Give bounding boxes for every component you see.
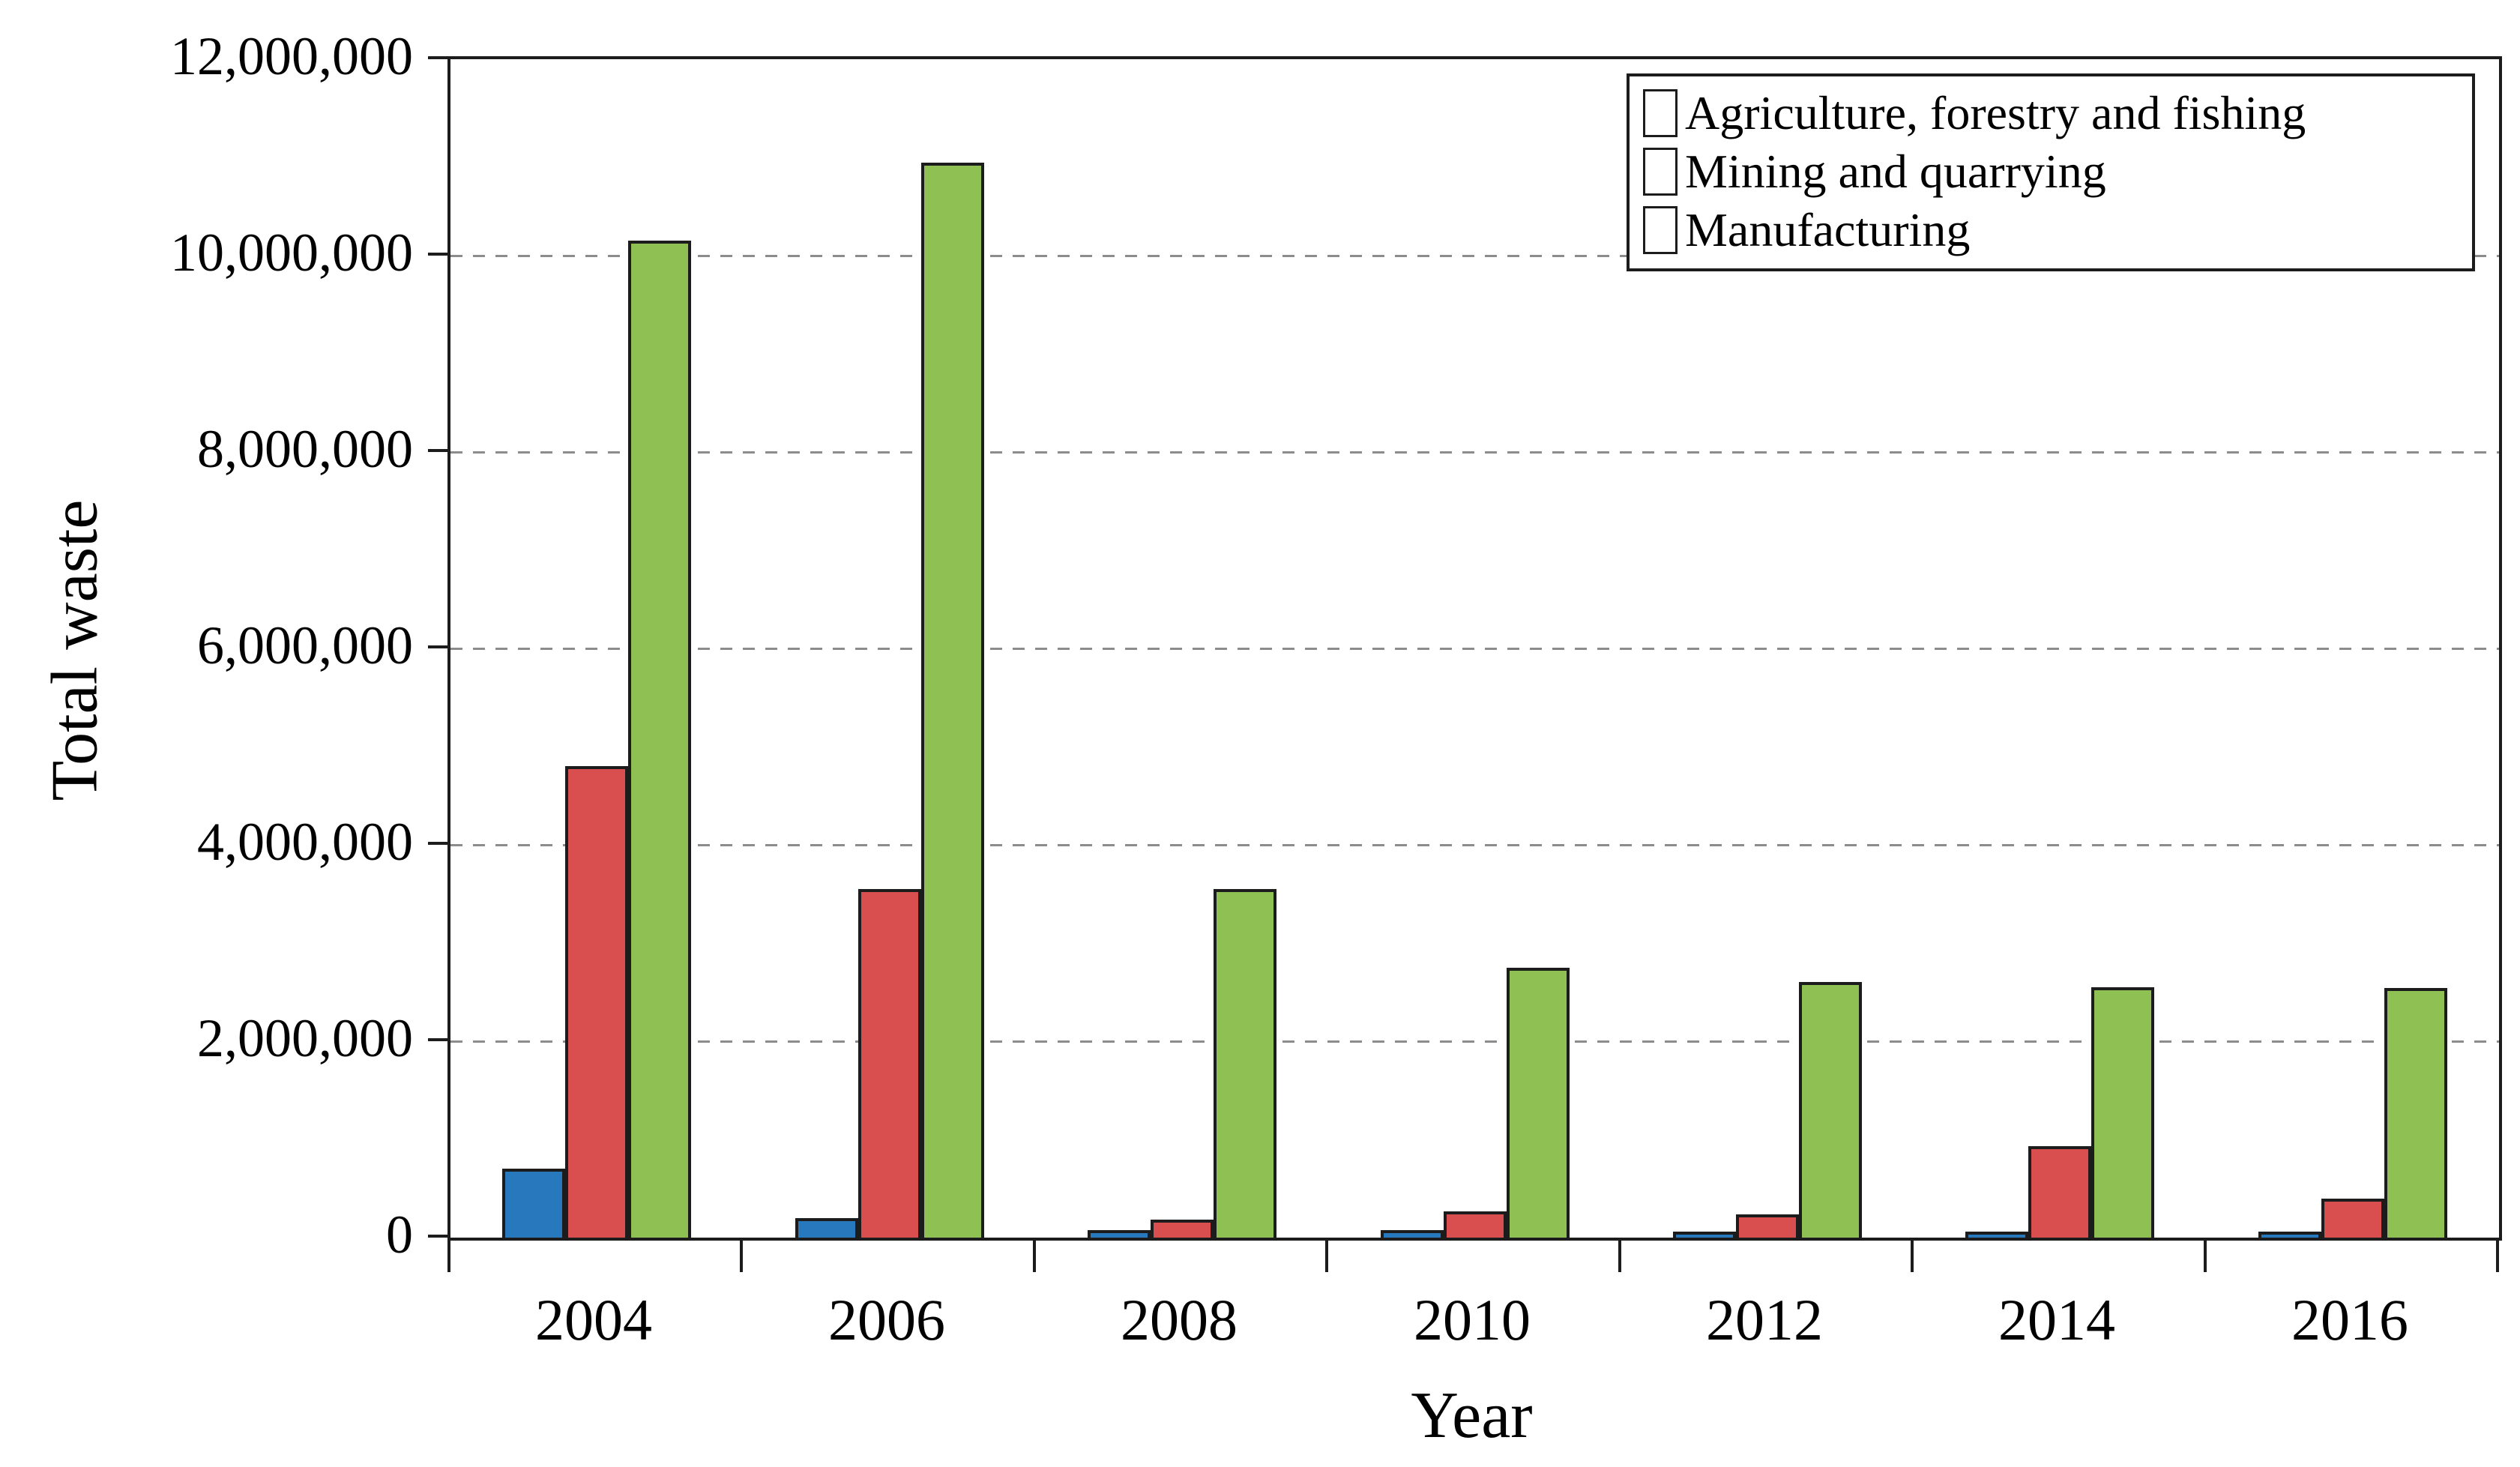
y-tick-label: 2,000,000 (197, 1008, 413, 1068)
x-tick-label: 2016 (2291, 1287, 2408, 1352)
x-tick-label: 2004 (535, 1287, 652, 1352)
bar-2008-series2 (1214, 889, 1276, 1238)
legend-swatch-mining (1643, 148, 1678, 196)
gridline (450, 255, 2499, 257)
y-tick-label: 12,000,000 (170, 26, 413, 86)
bar-2014-series1 (2028, 1146, 2091, 1238)
y-tick-label: 0 (386, 1205, 413, 1265)
x-tick-mark (1325, 1238, 1328, 1272)
bar-2008-series0 (1088, 1230, 1151, 1238)
y-tick-label: 6,000,000 (197, 615, 413, 675)
x-tick-mark (447, 1238, 450, 1272)
gridline (450, 451, 2499, 454)
bar-2016-series0 (2258, 1232, 2321, 1238)
x-tick-mark (2496, 1238, 2499, 1272)
bar-2014-series2 (2091, 987, 2154, 1238)
x-tick-label: 2014 (1998, 1287, 2115, 1352)
legend-label: Agriculture, forestry and fishing (1685, 86, 2306, 139)
bar-2010-series0 (1381, 1230, 1444, 1238)
y-tick-mark (428, 56, 447, 59)
bar-2014-series0 (1965, 1232, 2028, 1238)
gridline (450, 648, 2499, 650)
y-tick-label: 4,000,000 (197, 812, 413, 872)
x-tick-label: 2010 (1414, 1287, 1531, 1352)
x-tick-mark (740, 1238, 743, 1272)
gridline (450, 844, 2499, 846)
legend-label: Mining and quarrying (1685, 145, 2106, 198)
x-tick-label: 2008 (1121, 1287, 1238, 1352)
gridline (450, 1040, 2499, 1043)
legend-swatch-agriculture (1643, 89, 1678, 137)
x-tick-mark (1911, 1238, 1914, 1272)
x-tick-label: 2012 (1706, 1287, 1823, 1352)
y-tick-mark (428, 1235, 447, 1238)
x-tick-mark (2204, 1238, 2207, 1272)
bar-2006-series2 (921, 163, 984, 1238)
x-axis-title: Year (1411, 1379, 1533, 1452)
legend-swatch-manufacturing (1643, 206, 1678, 254)
y-tick-mark (428, 253, 447, 256)
bar-2008-series1 (1151, 1220, 1214, 1238)
bar-2004-series0 (502, 1169, 565, 1238)
x-tick-label: 2006 (828, 1287, 945, 1352)
bar-2010-series1 (1444, 1211, 1507, 1238)
y-tick-mark (428, 645, 447, 648)
bar-2016-series2 (2384, 988, 2447, 1238)
bar-2004-series1 (565, 766, 628, 1238)
legend: Agriculture, forestry and fishing Mining… (1627, 73, 2475, 271)
y-tick-label: 8,000,000 (197, 419, 413, 479)
x-tick-mark (1033, 1238, 1036, 1272)
x-tick-mark (1618, 1238, 1621, 1272)
bar-2006-series1 (858, 889, 921, 1238)
y-tick-mark (428, 449, 447, 452)
bar-2010-series2 (1507, 968, 1570, 1238)
bar-2016-series1 (2321, 1199, 2384, 1238)
y-tick-mark (428, 1038, 447, 1041)
bar-2006-series0 (795, 1218, 858, 1238)
legend-item: Manufacturing (1643, 201, 2472, 259)
legend-item: Mining and quarrying (1643, 142, 2472, 201)
legend-item: Agriculture, forestry and fishing (1643, 84, 2472, 142)
y-tick-mark (428, 842, 447, 845)
bar-2012-series2 (1799, 982, 1862, 1238)
bar-2012-series1 (1736, 1214, 1799, 1238)
bar-2012-series0 (1673, 1232, 1736, 1238)
y-tick-label: 10,000,000 (170, 223, 413, 283)
legend-label: Manufacturing (1685, 203, 1971, 256)
bar-2004-series2 (628, 241, 691, 1238)
